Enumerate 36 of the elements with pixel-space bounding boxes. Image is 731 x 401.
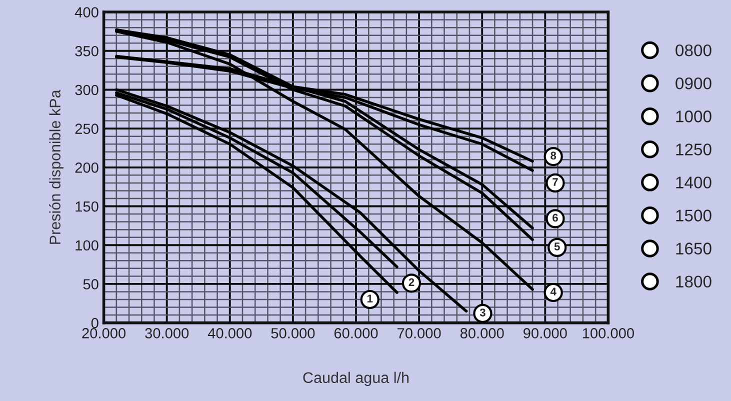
x-tick-label: 90.000 <box>524 328 567 338</box>
y-tick-label: 350 <box>75 46 98 56</box>
x-axis-title: Caudal agua l/h <box>303 372 409 386</box>
legend-label: 1650 <box>676 242 712 254</box>
legend-label: 1800 <box>676 276 712 288</box>
x-tick-label: 30.000 <box>145 328 189 338</box>
annotation: 2 <box>408 278 414 286</box>
legend-label: 1500 <box>676 210 712 222</box>
legend-label: 0900 <box>676 78 712 90</box>
annotation: 1 <box>367 294 373 302</box>
x-tick-label: 80.000 <box>460 328 504 338</box>
x-tick-label: 70.000 <box>397 328 441 338</box>
annotation: 8 <box>550 152 556 160</box>
y-tick-label: 250 <box>75 124 98 134</box>
annotation: 7 <box>552 178 558 186</box>
x-tick-label: 50.000 <box>271 328 315 338</box>
legend-label: 1250 <box>676 144 712 156</box>
x-tick-label: 100.000 <box>582 328 634 338</box>
y-tick-label: 100 <box>76 240 98 251</box>
legend-label: 0800 <box>676 44 712 56</box>
x-tick-label: 40.000 <box>208 328 252 338</box>
y-axis-title: Presión disponible kPa <box>49 90 64 244</box>
y-tick-label: 300 <box>75 84 98 96</box>
annotation: 5 <box>554 242 560 250</box>
annotation: 4 <box>550 288 556 296</box>
y-tick-label: 50 <box>83 279 98 290</box>
y-tick-label: 150 <box>76 201 98 212</box>
x-tick-label: 60.000 <box>334 328 378 338</box>
annotation: 6 <box>552 214 558 222</box>
y-tick-label: 400 <box>74 7 98 18</box>
annotation: 3 <box>480 308 486 316</box>
x-tick-label: 20.000 <box>82 328 126 338</box>
y-tick-label: 0 <box>91 318 98 328</box>
legend-label: 1400 <box>676 176 712 188</box>
y-tick-label: 200 <box>75 162 98 173</box>
legend-label: 1000 <box>676 110 712 122</box>
